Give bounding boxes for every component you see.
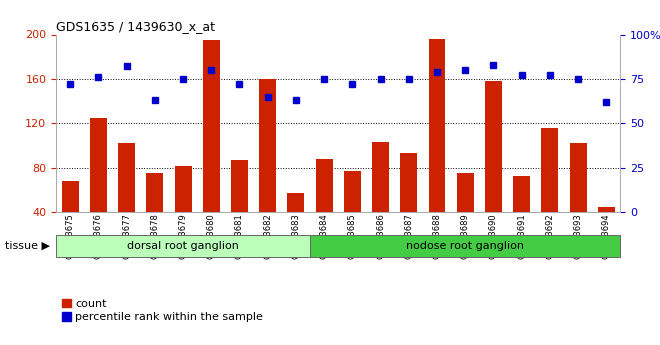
Bar <box>288 193 304 212</box>
Bar <box>259 79 276 212</box>
Bar <box>401 153 417 212</box>
Bar <box>62 181 79 212</box>
Bar <box>570 143 587 212</box>
Legend: count, percentile rank within the sample: count, percentile rank within the sample <box>61 299 263 322</box>
Bar <box>485 81 502 212</box>
Bar <box>90 118 107 212</box>
Bar <box>541 128 558 212</box>
Bar <box>513 176 530 212</box>
Bar <box>175 166 191 212</box>
Bar <box>203 40 220 212</box>
Text: dorsal root ganglion: dorsal root ganglion <box>127 241 239 251</box>
Text: nodose root ganglion: nodose root ganglion <box>406 241 524 251</box>
Bar <box>315 159 333 212</box>
Text: GDS1635 / 1439630_x_at: GDS1635 / 1439630_x_at <box>56 20 215 33</box>
Bar <box>344 171 361 212</box>
FancyBboxPatch shape <box>310 235 620 257</box>
Bar <box>457 173 474 212</box>
Bar <box>231 160 248 212</box>
FancyBboxPatch shape <box>56 235 310 257</box>
Bar <box>428 39 446 212</box>
Bar <box>147 173 163 212</box>
Text: tissue ▶: tissue ▶ <box>5 241 50 251</box>
Bar <box>372 142 389 212</box>
Bar <box>598 207 614 212</box>
Bar <box>118 143 135 212</box>
